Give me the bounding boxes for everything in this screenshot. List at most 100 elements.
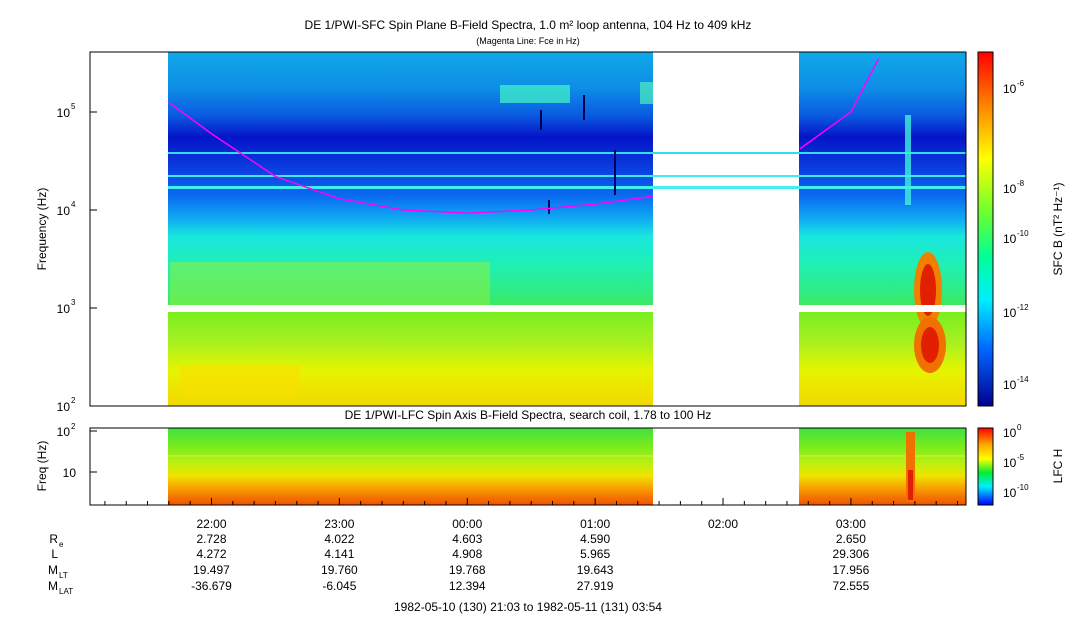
ephemeris-value: 4.908 — [452, 547, 482, 561]
cbar-tick-exp: -10 — [1017, 229, 1029, 238]
cbar-tick-exp: 0 — [1017, 423, 1022, 432]
lfc-y-axis: 10 2 10 Freq (Hz) — [35, 422, 97, 491]
cbar-tick-label: 10 — [1003, 306, 1017, 320]
sfc-emission — [905, 115, 911, 205]
lfc-y-label: Freq (Hz) — [35, 441, 49, 492]
ephemeris-value: 27.919 — [577, 579, 614, 593]
cbar-tick-label: 10 — [1003, 456, 1017, 470]
x-tick-label: 23:00 — [324, 517, 354, 531]
sfc-patch — [170, 262, 490, 306]
sfc-line — [168, 186, 966, 189]
y-tick-label: 10 — [57, 106, 71, 120]
ephemeris-value: 19.768 — [449, 563, 486, 577]
y-tick-exp: 2 — [71, 422, 76, 431]
lfc-band — [168, 455, 653, 457]
ephemeris-value: 19.497 — [193, 563, 230, 577]
x-tick-label: 01:00 — [580, 517, 610, 531]
ephemeris-row-label-sub: LAT — [59, 587, 73, 596]
ephemeris-row-label: M — [48, 563, 58, 577]
sfc-patch — [500, 85, 570, 103]
ephemeris-value: 4.022 — [324, 532, 354, 546]
ephemeris-value: 2.650 — [836, 532, 866, 546]
x-tick-label: 00:00 — [452, 517, 482, 531]
y-tick-label: 10 — [57, 425, 71, 439]
ephemeris-value: 72.555 — [833, 579, 870, 593]
ephemeris-value: 29.306 — [833, 547, 870, 561]
ephemeris-row-label-sub: LT — [59, 571, 68, 580]
cbar-tick-exp: -5 — [1017, 453, 1025, 462]
ephemeris-row-label: L — [51, 547, 58, 561]
sfc-segment-1 — [168, 52, 653, 406]
sfc-streak — [583, 95, 585, 120]
y-tick-exp: 5 — [71, 102, 76, 111]
cbar-tick-label: 10 — [1003, 232, 1017, 246]
lfc-band — [799, 455, 966, 457]
sfc-streak — [548, 200, 550, 214]
lfc-spectrogram — [168, 428, 966, 505]
sfc-emission — [921, 327, 939, 363]
ephemeris-value: 12.394 — [449, 579, 486, 593]
fce-line-segment-2 — [799, 58, 880, 150]
top-panel-title: DE 1/PWI-SFC Spin Plane B-Field Spectra,… — [305, 18, 752, 32]
y-tick-exp: 4 — [71, 200, 76, 209]
sfc-colorbar-ticks: 10 -6 10 -8 10 -10 10 -12 10 -14 — [1003, 79, 1029, 392]
cbar-tick-exp: -8 — [1017, 179, 1025, 188]
sfc-patch — [640, 82, 653, 104]
lfc-frame — [89, 427, 967, 506]
lfc-segment-1 — [168, 428, 653, 505]
sfc-spectrogram — [90, 52, 966, 406]
ephemeris-row-label: M — [48, 579, 58, 593]
x-tick-label: 03:00 — [836, 517, 866, 531]
ephemeris-row-label: R — [49, 532, 58, 546]
cbar-tick-exp: -14 — [1017, 375, 1029, 384]
sfc-colorbar-label: SFC B (nT² Hz⁻¹) — [1051, 183, 1065, 276]
lfc-colorbar-ticks: 10 0 10 -5 10 -10 — [1003, 423, 1029, 500]
lfc-colorbar — [977, 427, 994, 506]
sfc-line — [168, 152, 966, 154]
cbar-tick-label: 10 — [1003, 182, 1017, 196]
y-tick-label: 10 — [57, 204, 71, 218]
ephemeris-value: 4.141 — [324, 547, 354, 561]
sfc-streak — [540, 110, 542, 130]
bottom-panel-title: DE 1/PWI-LFC Spin Axis B-Field Spectra, … — [345, 408, 712, 422]
y-tick-label: 10 — [57, 302, 71, 316]
x-tick-label: 02:00 — [708, 517, 738, 531]
y-tick-label: 10 — [63, 466, 77, 480]
ephemeris-value: -6.045 — [322, 579, 356, 593]
sfc-colorbar — [977, 51, 994, 407]
sfc-streak — [614, 150, 616, 195]
lfc-emission — [906, 432, 915, 502]
cbar-tick-label: 10 — [1003, 426, 1017, 440]
sfc-frame — [89, 51, 967, 407]
ephemeris-value: 4.603 — [452, 532, 482, 546]
ephemeris-value: 4.272 — [196, 547, 226, 561]
sfc-patch — [180, 365, 300, 395]
cbar-tick-label: 10 — [1003, 378, 1017, 392]
sfc-y-axis: 10 2 10 3 10 4 10 5 Frequency (Hz) — [35, 102, 97, 414]
ephemeris-value: 19.760 — [321, 563, 358, 577]
ephemeris-value: 5.965 — [580, 547, 610, 561]
ephemeris-value: 2.728 — [196, 532, 226, 546]
lfc-colorbar-label: LFC H — [1051, 449, 1065, 484]
date-range: 1982-05-10 (130) 21:03 to 1982-05-11 (13… — [394, 600, 662, 614]
ephemeris-value: -36.679 — [191, 579, 232, 593]
y-tick-label: 10 — [57, 400, 71, 414]
cbar-tick-label: 10 — [1003, 486, 1017, 500]
cbar-tick-label: 10 — [1003, 82, 1017, 96]
cbar-tick-exp: -6 — [1017, 79, 1025, 88]
sfc-line — [168, 175, 966, 177]
sfc-y-label: Frequency (Hz) — [35, 188, 49, 271]
lfc-segment-2 — [799, 428, 966, 505]
ephemeris-value: 19.643 — [577, 563, 614, 577]
y-tick-exp: 3 — [71, 298, 76, 307]
fce-line — [168, 101, 653, 214]
ephemeris-value: 4.590 — [580, 532, 610, 546]
x-axis-ticks — [104, 498, 958, 505]
sfc-band-gap — [90, 305, 966, 312]
x-tick-label: 22:00 — [196, 517, 226, 531]
cbar-tick-exp: -10 — [1017, 483, 1029, 492]
top-panel-subtitle: (Magenta Line: Fce in Hz) — [476, 36, 580, 46]
sfc-emission — [920, 264, 936, 316]
